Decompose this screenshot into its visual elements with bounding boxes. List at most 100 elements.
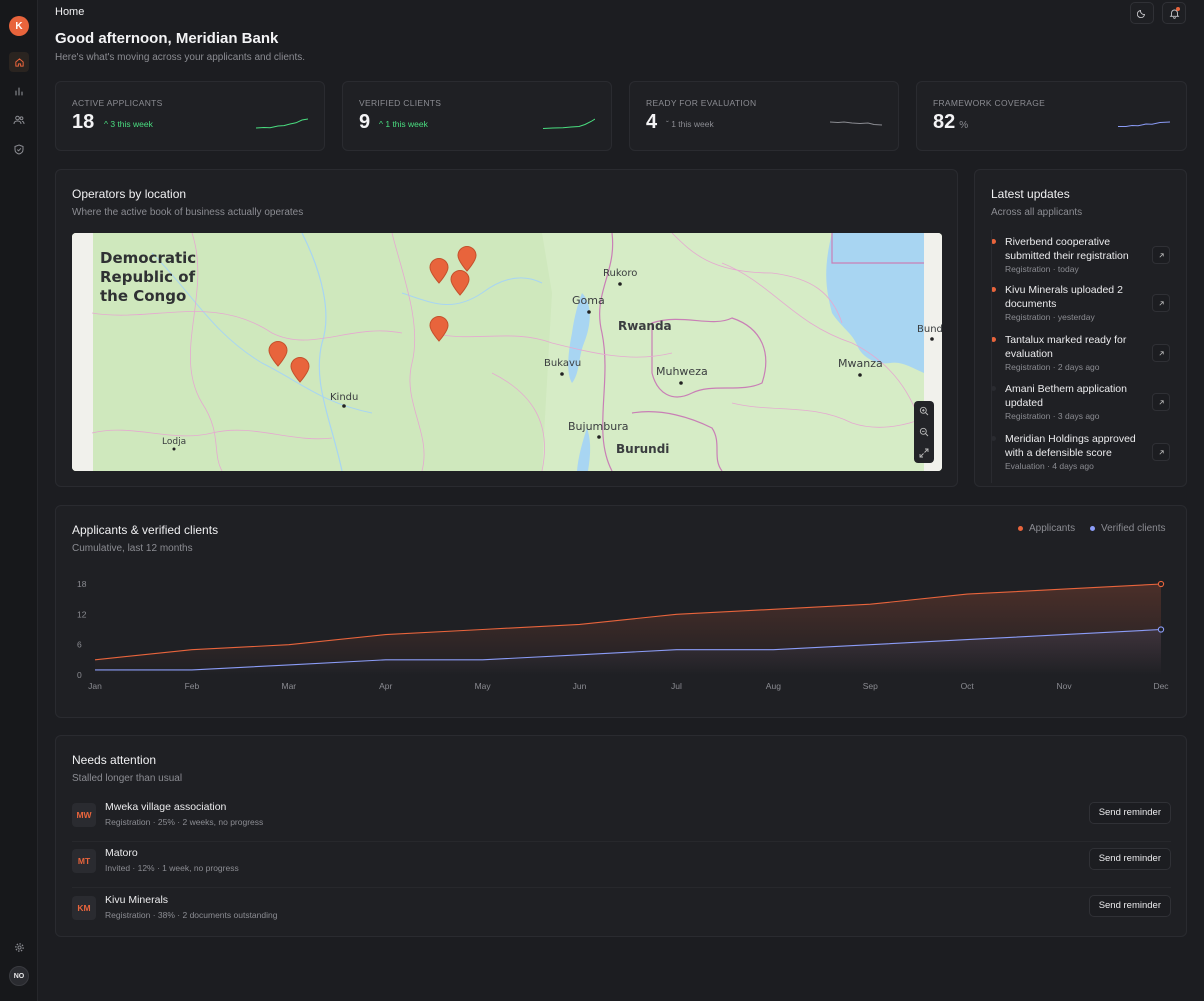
kpi-delta: ˇ 1 this week: [666, 119, 714, 129]
map-marker[interactable]: [429, 258, 449, 284]
home-icon: [14, 57, 24, 67]
kpi-label: ACTIVE APPLICANTS: [72, 98, 163, 108]
map-controls: [914, 401, 934, 463]
legend-verified-clients[interactable]: Verified clients: [1090, 523, 1165, 534]
kpi-value: 4: [646, 111, 658, 133]
map-marker[interactable]: [429, 316, 449, 342]
map-label-bujumbura: Bujumbura: [568, 420, 629, 433]
list-item[interactable]: MW Mweka village association Registratio…: [72, 796, 1171, 842]
sidebar-item-home[interactable]: [9, 52, 29, 72]
sparkline: [830, 121, 882, 126]
update-title: Riverbend cooperative submitted their re…: [1005, 236, 1129, 262]
kpi-card-ready-for-evaluation[interactable]: READY FOR EVALUATION 4 ˇ 1 this week: [629, 81, 899, 151]
kpi-unit: %: [959, 120, 969, 131]
x-tick-label: Jun: [573, 681, 587, 691]
x-tick-label: May: [475, 681, 492, 691]
arrow-up-right-icon: [1158, 350, 1164, 356]
notifications-button[interactable]: [1162, 2, 1186, 24]
kpi-label: VERIFIED CLIENTS: [359, 98, 442, 108]
kpi-card-verified-clients[interactable]: VERIFIED CLIENTS 9 ^ 1 this week: [342, 81, 612, 151]
read-dot: [991, 386, 996, 391]
map-label-bunda: Bund: [917, 324, 942, 335]
update-title: Amani Bethem application updated: [1005, 383, 1127, 409]
read-dot: [991, 436, 996, 441]
series-end-point: [1157, 626, 1165, 633]
series-line: [94, 583, 1162, 661]
kpi-label: READY FOR EVALUATION: [646, 98, 757, 108]
open-update-button[interactable]: [1152, 393, 1170, 411]
bar-chart-icon: [15, 87, 23, 96]
growth-chart[interactable]: 0 6 12 18 Jan Feb Mar Apr May Jun Jul Aug Sep Oct Nov D…: [56, 506, 1188, 719]
sidebar-item-settings[interactable]: [9, 937, 29, 957]
users-icon: [13, 115, 25, 125]
y-tick-label: 6: [77, 640, 82, 650]
send-reminder-button[interactable]: Send reminder: [1088, 895, 1171, 917]
map-marker[interactable]: [450, 270, 470, 296]
item-meta: Invited · 12% · 1 week, no progress: [105, 863, 239, 873]
map-label-bukavu: Bukavu: [544, 358, 582, 369]
fullscreen-icon[interactable]: [919, 448, 929, 458]
theme-toggle-button[interactable]: [1130, 2, 1154, 24]
sidebar-item-compliance[interactable]: [9, 139, 29, 159]
kpi-value: 82%: [933, 111, 969, 133]
list-item[interactable]: KM Kivu Minerals Registration · 38% · 2 …: [72, 889, 1171, 935]
avatar: MT: [72, 849, 96, 873]
map-marker[interactable]: [457, 246, 477, 272]
avatar: MW: [72, 803, 96, 827]
user-avatar[interactable]: NO: [9, 966, 29, 986]
avatar: KM: [72, 896, 96, 920]
x-tick-label: Sep: [863, 681, 878, 691]
map-label-goma: Goma: [572, 294, 605, 307]
kpi-delta: ^ 1 this week: [379, 119, 428, 129]
card-title: Operators by location: [72, 187, 187, 201]
sidebar-item-users[interactable]: [9, 110, 29, 130]
legend-swatch: [1090, 526, 1095, 531]
y-tick-label: 0: [77, 670, 82, 680]
kpi-delta: ^ 3 this week: [104, 119, 153, 129]
open-update-button[interactable]: [1152, 443, 1170, 461]
trend-up-icon: ^: [104, 119, 111, 129]
map-label-rukoro: Rukoro: [603, 268, 638, 279]
open-update-button[interactable]: [1152, 294, 1170, 312]
unread-dot: [991, 287, 996, 292]
map-city-dots: [172, 282, 934, 451]
map-label-mwanza: Mwanza: [838, 357, 883, 370]
legend-applicants[interactable]: Applicants: [1018, 523, 1075, 534]
map-marker[interactable]: [268, 341, 288, 367]
update-meta: Registration · yesterday: [1005, 312, 1095, 322]
x-tick-label: Mar: [281, 681, 296, 691]
sparkline: [543, 118, 595, 129]
sparkline: [1118, 121, 1170, 127]
kpi-card-framework-coverage[interactable]: FRAMEWORK COVERAGE 82%: [916, 81, 1187, 151]
zoom-out-icon[interactable]: [919, 427, 929, 437]
arrow-up-right-icon: [1158, 449, 1164, 455]
x-tick-label: Jul: [671, 681, 682, 691]
update-meta: Registration · 2 days ago: [1005, 362, 1100, 372]
card-subtitle: Where the active book of business actual…: [72, 207, 304, 218]
operators-map[interactable]: Democratic Republic of the Congo Rwanda …: [72, 233, 942, 471]
item-meta: Registration · 25% · 2 weeks, no progres…: [105, 817, 264, 827]
open-update-button[interactable]: [1152, 344, 1170, 362]
trend-down-icon: ˇ: [666, 119, 672, 129]
trend-up-icon: ^: [379, 119, 386, 129]
x-tick-label: Apr: [379, 681, 392, 691]
item-name: Matoro: [105, 847, 138, 859]
sidebar-item-analytics[interactable]: [9, 81, 29, 101]
updates-scrollbar[interactable]: [991, 230, 992, 483]
bell-icon: [1169, 9, 1179, 19]
kpi-card-active-applicants[interactable]: ACTIVE APPLICANTS 18 ^ 3 this week: [55, 81, 325, 151]
map-marker[interactable]: [290, 357, 310, 383]
map-label-muhweza: Muhweza: [656, 365, 708, 378]
send-reminder-button[interactable]: Send reminder: [1088, 848, 1171, 870]
open-update-button[interactable]: [1152, 246, 1170, 264]
workspace-logo[interactable]: K: [9, 16, 29, 36]
growth-chart-card: Applicants & verified clients Cumulative…: [55, 505, 1187, 718]
list-item[interactable]: MT Matoro Invited · 12% · 1 week, no pro…: [72, 842, 1171, 888]
send-reminder-button[interactable]: Send reminder: [1088, 802, 1171, 824]
zoom-in-icon[interactable]: [919, 406, 929, 416]
sidebar: K NO: [0, 0, 38, 1001]
y-tick-label: 12: [77, 609, 87, 619]
map-country-label: Democratic Republic of the Congo: [100, 249, 197, 305]
card-title: Needs attention: [72, 753, 157, 767]
moon-icon: [1137, 9, 1146, 18]
